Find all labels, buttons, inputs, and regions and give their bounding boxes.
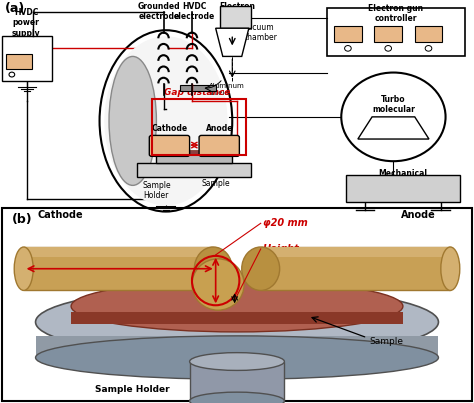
Polygon shape — [71, 312, 403, 324]
Bar — [220, 6, 251, 28]
Polygon shape — [358, 117, 429, 139]
Ellipse shape — [14, 247, 33, 291]
Text: Sample: Sample — [370, 337, 404, 346]
Ellipse shape — [194, 247, 232, 291]
Text: HVDC
electrode: HVDC electrode — [173, 2, 215, 21]
Bar — [346, 175, 460, 202]
Text: Sample: Sample — [201, 179, 230, 188]
Bar — [152, 99, 246, 155]
Bar — [137, 163, 251, 177]
FancyBboxPatch shape — [199, 135, 239, 156]
Text: Cathode: Cathode — [38, 210, 83, 220]
Circle shape — [425, 46, 432, 51]
Text: Cathode: Cathode — [151, 124, 187, 133]
Text: Electron
gun: Electron gun — [219, 2, 255, 21]
Text: Vacuum
chamber: Vacuum chamber — [244, 23, 278, 42]
Text: l 65 mm: l 65 mm — [73, 280, 117, 289]
Bar — [190, 361, 284, 401]
Text: A: A — [386, 32, 391, 37]
Text: HVDC
power
supply: HVDC power supply — [12, 8, 40, 38]
Circle shape — [345, 46, 351, 51]
Bar — [261, 247, 450, 291]
Text: Aluminum
shield: Aluminum shield — [209, 83, 244, 96]
Ellipse shape — [71, 280, 403, 332]
Text: Mechanical
pump: Mechanical pump — [378, 169, 428, 189]
Text: Gap distance: Gap distance — [164, 88, 230, 97]
Bar — [261, 247, 450, 257]
Circle shape — [385, 46, 392, 51]
Text: Electron gun
controller: Electron gun controller — [368, 4, 423, 23]
Bar — [24, 247, 213, 257]
Bar — [327, 8, 465, 56]
Ellipse shape — [190, 392, 284, 403]
Bar — [2, 36, 52, 81]
Ellipse shape — [190, 353, 284, 370]
Ellipse shape — [242, 247, 280, 291]
Text: kV: kV — [344, 32, 352, 37]
Bar — [334, 26, 362, 42]
Bar — [24, 247, 213, 291]
Text: Height: Height — [263, 244, 300, 254]
Text: Sample Holder: Sample Holder — [95, 385, 169, 394]
Circle shape — [9, 72, 15, 77]
Text: Anode: Anode — [206, 124, 233, 133]
Text: Turbo
molecular
pump: Turbo molecular pump — [372, 95, 415, 125]
Bar — [6, 54, 32, 69]
FancyBboxPatch shape — [149, 135, 190, 156]
Text: φ20 mm: φ20 mm — [263, 218, 308, 229]
Bar — [415, 26, 442, 42]
Text: (b): (b) — [12, 213, 33, 226]
Polygon shape — [36, 336, 438, 357]
Bar — [156, 154, 232, 163]
Polygon shape — [216, 28, 249, 56]
Ellipse shape — [36, 287, 438, 357]
Text: Grounded
electrode: Grounded electrode — [137, 2, 180, 21]
Ellipse shape — [441, 247, 460, 291]
Ellipse shape — [109, 56, 156, 185]
Bar — [374, 26, 402, 42]
Ellipse shape — [104, 36, 228, 206]
Text: (a): (a) — [5, 2, 25, 15]
Text: Sample
Holder: Sample Holder — [142, 181, 171, 200]
Circle shape — [341, 73, 446, 161]
Ellipse shape — [100, 30, 232, 212]
Bar — [154, 150, 235, 154]
Ellipse shape — [36, 336, 438, 379]
Text: μA: μA — [424, 32, 433, 37]
Ellipse shape — [192, 259, 244, 310]
Text: kV: kV — [14, 58, 24, 64]
Text: Anode: Anode — [401, 210, 436, 220]
Bar — [180, 85, 216, 91]
